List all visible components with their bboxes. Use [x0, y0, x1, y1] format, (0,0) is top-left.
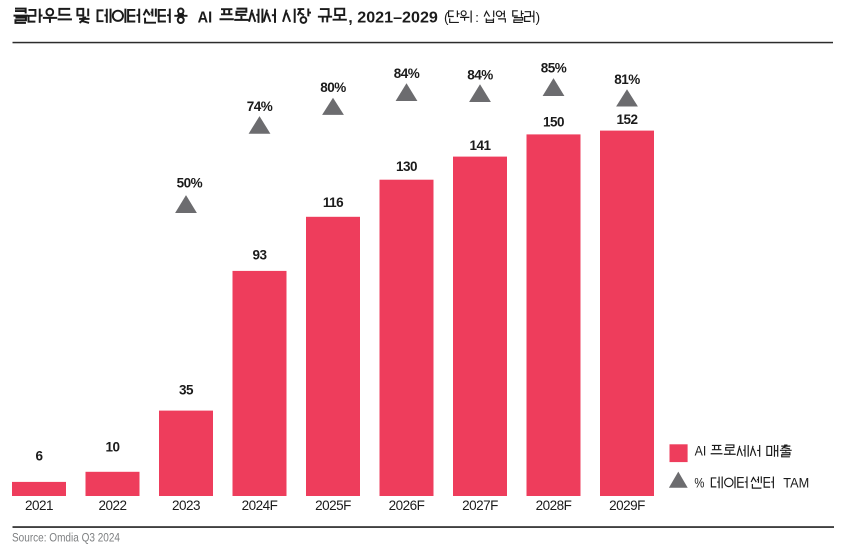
svg-text:74%: 74% [247, 99, 273, 114]
svg-text:93: 93 [252, 248, 267, 263]
svg-text:2022: 2022 [98, 498, 126, 513]
svg-text:TAM: TAM [783, 475, 809, 491]
svg-text:2023: 2023 [172, 498, 200, 513]
svg-text:152: 152 [616, 112, 637, 127]
svg-text:85%: 85% [541, 60, 567, 75]
svg-text:(: ( [444, 10, 449, 25]
svg-text:6: 6 [35, 449, 43, 464]
svg-text:AI: AI [695, 443, 707, 459]
svg-text:2027F: 2027F [462, 498, 498, 513]
svg-text:84%: 84% [394, 66, 420, 81]
svg-text:2029F: 2029F [609, 498, 645, 513]
svg-text:35: 35 [179, 383, 194, 398]
svg-text:, 2021–2029: , 2021–2029 [348, 9, 438, 26]
svg-text:10: 10 [105, 440, 119, 455]
svg-text:2021: 2021 [25, 498, 53, 513]
svg-text:150: 150 [543, 115, 564, 130]
svg-text:): ) [536, 10, 541, 25]
svg-text:80%: 80% [320, 80, 346, 95]
svg-text:Source: Omdia Q3 2024: Source: Omdia Q3 2024 [12, 531, 120, 544]
svg-text:AI: AI [198, 9, 213, 26]
svg-text:81%: 81% [614, 72, 640, 87]
svg-text:130: 130 [396, 159, 417, 174]
svg-text:141: 141 [469, 138, 491, 153]
svg-text:2024F: 2024F [242, 498, 278, 513]
svg-text:84%: 84% [467, 67, 493, 82]
svg-text:2028F: 2028F [536, 498, 572, 513]
svg-text:116: 116 [323, 195, 344, 210]
svg-text::: : [475, 10, 479, 25]
svg-text:2025F: 2025F [315, 498, 351, 513]
svg-text:50%: 50% [177, 176, 203, 191]
svg-text:%: % [694, 475, 704, 491]
svg-text:2026F: 2026F [389, 498, 425, 513]
